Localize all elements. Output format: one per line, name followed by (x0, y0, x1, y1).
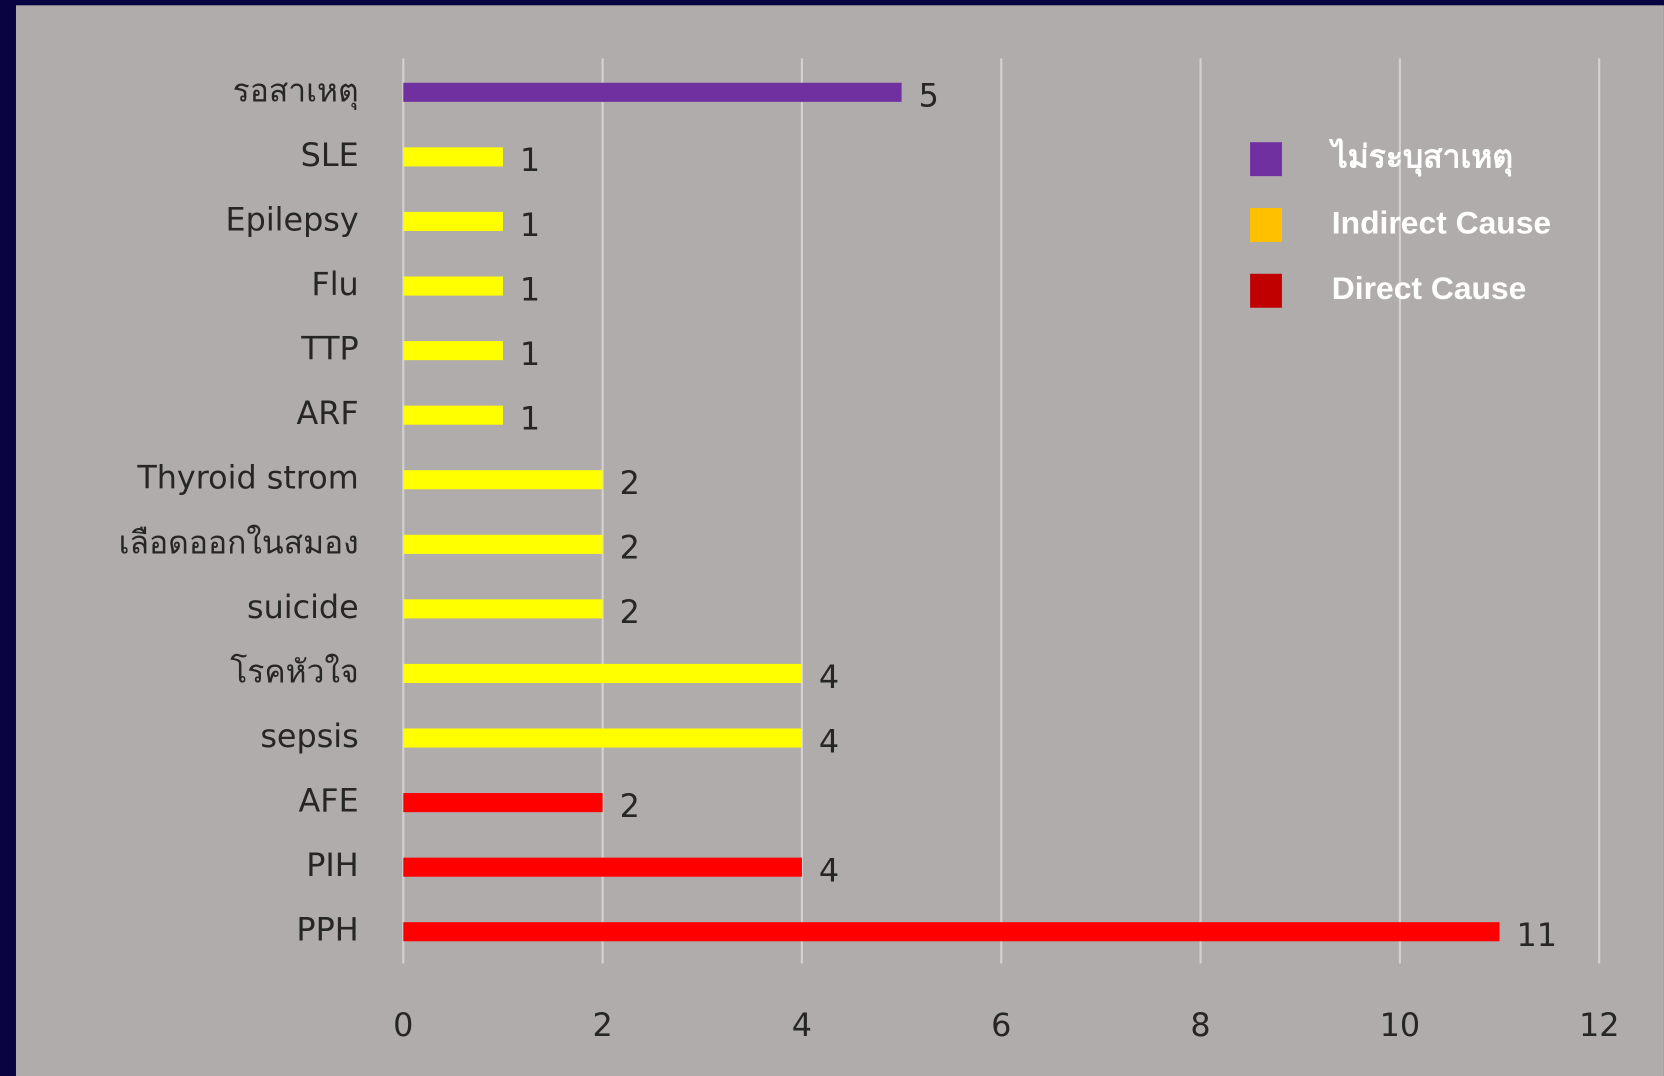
category-label: PIH (306, 846, 359, 884)
value-label: 5 (919, 77, 939, 115)
x-tick-label: 6 (991, 1006, 1011, 1044)
category-label: Thyroid strom (136, 459, 358, 497)
bar (403, 82, 902, 102)
legend-swatch (1250, 207, 1282, 242)
value-label: 1 (520, 141, 540, 179)
category-label: TTP (300, 330, 359, 368)
category-label: Epilepsy (226, 200, 359, 238)
bar (403, 793, 603, 813)
value-label: 2 (620, 529, 640, 567)
bar (403, 728, 802, 748)
legend-swatch (1250, 142, 1282, 177)
category-label: โรคหัวใจ (230, 652, 359, 690)
category-label: suicide (247, 588, 359, 626)
value-label: 1 (520, 335, 540, 373)
bar (403, 599, 603, 619)
bar (403, 857, 802, 877)
value-label: 1 (520, 206, 540, 244)
value-label: 2 (620, 787, 640, 825)
category-label: sepsis (260, 717, 358, 755)
bar (403, 341, 503, 361)
legend-swatch (1250, 273, 1282, 308)
legend-label: Indirect Cause (1332, 204, 1551, 240)
bar (403, 211, 503, 232)
value-label: 2 (620, 464, 640, 502)
bar (403, 534, 603, 554)
value-label: 4 (819, 722, 839, 760)
legend-label: ไม่ระบุสาเหตุ (1329, 138, 1513, 178)
bar (403, 276, 503, 296)
x-tick-label: 0 (393, 1006, 413, 1044)
category-label: PPH (296, 911, 358, 949)
category-label: เลือดออกในสมอง (119, 523, 359, 561)
bar (403, 147, 503, 167)
value-label: 4 (819, 851, 839, 889)
x-tick-label: 10 (1380, 1006, 1421, 1044)
legend-label: Direct Cause (1332, 270, 1527, 306)
chart-background (15, 5, 1664, 1076)
category-label: SLE (301, 136, 359, 174)
value-label: 2 (620, 593, 640, 631)
x-tick-label: 2 (592, 1006, 612, 1044)
category-label: รอสาเหตุ (233, 71, 359, 110)
bar (403, 405, 503, 425)
category-label: AFE (299, 782, 359, 820)
value-label: 4 (819, 658, 839, 696)
value-label: 1 (520, 270, 540, 308)
x-tick-label: 8 (1190, 1006, 1210, 1044)
bar (403, 663, 802, 684)
x-tick-label: 4 (792, 1006, 812, 1044)
value-label: 11 (1517, 916, 1558, 954)
value-label: 1 (520, 399, 540, 437)
category-label: Flu (311, 265, 358, 303)
category-label: ARF (297, 394, 359, 432)
x-tick-label: 12 (1579, 1006, 1620, 1044)
bar (403, 922, 1500, 942)
bar (403, 470, 603, 490)
